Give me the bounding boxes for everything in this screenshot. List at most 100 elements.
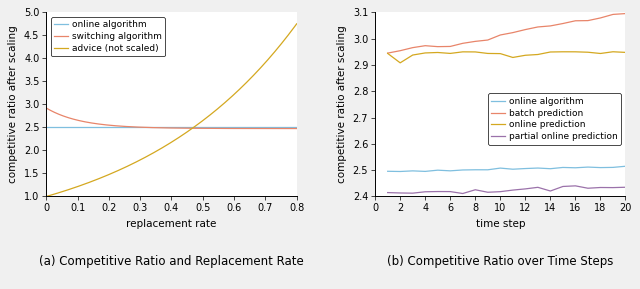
online prediction xyxy=(559,50,567,53)
partial online prediction xyxy=(534,186,541,189)
switching algorithm xyxy=(42,106,50,110)
online algorithm xyxy=(522,167,529,170)
partial online prediction xyxy=(409,191,417,195)
batch prediction xyxy=(472,40,479,43)
Legend: online algorithm, batch prediction, online prediction, partial online prediction: online algorithm, batch prediction, onli… xyxy=(488,93,621,145)
online prediction xyxy=(522,53,529,57)
X-axis label: replacement rate: replacement rate xyxy=(126,219,217,229)
online algorithm xyxy=(409,169,417,173)
Text: (a) Competitive Ratio and Replacement Rate: (a) Competitive Ratio and Replacement Ra… xyxy=(39,255,304,268)
batch prediction xyxy=(596,16,604,20)
online algorithm xyxy=(161,125,169,129)
batch prediction xyxy=(409,46,417,49)
Line: online prediction: online prediction xyxy=(388,52,625,63)
Y-axis label: competitive ratio after scaling: competitive ratio after scaling xyxy=(8,25,19,183)
online prediction xyxy=(472,50,479,54)
online algorithm xyxy=(434,168,442,172)
switching algorithm xyxy=(161,126,169,130)
partial online prediction xyxy=(584,186,592,190)
batch prediction xyxy=(522,28,529,31)
partial online prediction xyxy=(596,186,604,189)
online algorithm xyxy=(287,125,294,129)
switching algorithm xyxy=(191,127,199,130)
partial online prediction xyxy=(621,186,629,189)
batch prediction xyxy=(547,24,554,28)
online prediction xyxy=(497,52,504,55)
online algorithm xyxy=(447,169,454,173)
Y-axis label: competitive ratio after scaling: competitive ratio after scaling xyxy=(337,25,347,183)
advice (not scaled) xyxy=(42,195,50,198)
Line: online algorithm: online algorithm xyxy=(388,166,625,171)
batch prediction xyxy=(396,49,404,52)
online algorithm xyxy=(163,125,171,129)
online algorithm xyxy=(621,164,629,168)
online prediction xyxy=(484,52,492,55)
online prediction xyxy=(509,56,516,59)
Line: switching algorithm: switching algorithm xyxy=(46,108,297,129)
online algorithm xyxy=(459,168,467,172)
online prediction xyxy=(621,51,629,54)
online prediction xyxy=(447,52,454,55)
online algorithm xyxy=(534,166,541,170)
online algorithm xyxy=(596,166,604,169)
online algorithm xyxy=(178,125,186,129)
advice (not scaled) xyxy=(161,144,169,148)
online prediction xyxy=(584,51,592,54)
batch prediction xyxy=(484,38,492,42)
online algorithm xyxy=(396,170,404,173)
online algorithm xyxy=(248,125,255,129)
Line: advice (not scaled): advice (not scaled) xyxy=(46,24,297,197)
partial online prediction xyxy=(421,190,429,194)
online algorithm xyxy=(497,166,504,170)
batch prediction xyxy=(384,51,392,55)
batch prediction xyxy=(559,22,567,25)
partial online prediction xyxy=(509,188,516,192)
advice (not scaled) xyxy=(191,124,199,128)
batch prediction xyxy=(497,33,504,37)
online algorithm xyxy=(191,125,199,129)
switching algorithm xyxy=(293,127,301,130)
online algorithm xyxy=(484,168,492,172)
online algorithm xyxy=(609,166,617,169)
online prediction xyxy=(596,52,604,55)
batch prediction xyxy=(434,45,442,48)
batch prediction xyxy=(459,42,467,45)
partial online prediction xyxy=(459,192,467,195)
advice (not scaled) xyxy=(178,134,186,137)
Line: batch prediction: batch prediction xyxy=(388,14,625,53)
partial online prediction xyxy=(384,191,392,194)
online algorithm xyxy=(384,170,392,173)
batch prediction xyxy=(509,31,516,34)
online prediction xyxy=(459,50,467,53)
switching algorithm xyxy=(178,126,186,130)
online prediction xyxy=(572,50,579,53)
online prediction xyxy=(384,52,392,55)
online prediction xyxy=(421,51,429,55)
batch prediction xyxy=(584,19,592,22)
advice (not scaled) xyxy=(248,76,255,79)
Legend: online algorithm, switching algorithm, advice (not scaled): online algorithm, switching algorithm, a… xyxy=(51,17,165,56)
batch prediction xyxy=(609,13,617,16)
online algorithm xyxy=(547,167,554,171)
partial online prediction xyxy=(497,190,504,193)
online prediction xyxy=(396,61,404,64)
advice (not scaled) xyxy=(163,143,171,147)
online algorithm xyxy=(421,170,429,173)
switching algorithm xyxy=(287,127,294,130)
partial online prediction xyxy=(447,190,454,193)
Line: partial online prediction: partial online prediction xyxy=(388,186,625,194)
online algorithm xyxy=(572,166,579,170)
online prediction xyxy=(409,53,417,57)
partial online prediction xyxy=(572,184,579,188)
partial online prediction xyxy=(472,188,479,192)
partial online prediction xyxy=(396,191,404,195)
Text: (b) Competitive Ratio over Time Steps: (b) Competitive Ratio over Time Steps xyxy=(387,255,614,268)
switching algorithm xyxy=(248,127,255,130)
online algorithm xyxy=(42,125,50,129)
batch prediction xyxy=(421,44,429,47)
advice (not scaled) xyxy=(287,30,294,34)
batch prediction xyxy=(621,12,629,15)
online algorithm xyxy=(559,166,567,169)
batch prediction xyxy=(447,45,454,48)
partial online prediction xyxy=(484,190,492,194)
